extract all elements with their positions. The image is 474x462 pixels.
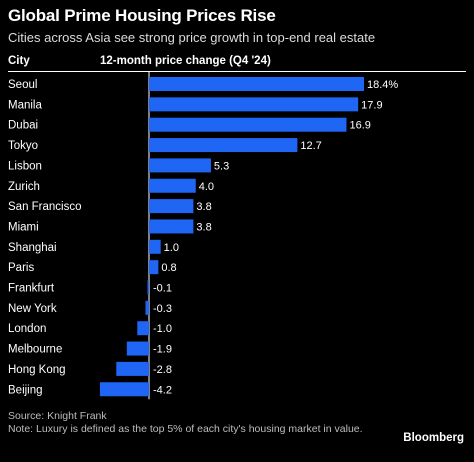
category-label: Lisbon bbox=[8, 160, 42, 172]
bar bbox=[145, 300, 149, 315]
bar bbox=[149, 178, 196, 193]
value-label: 18.4% bbox=[367, 79, 398, 91]
chart-title: Global Prime Housing Prices Rise bbox=[8, 6, 276, 25]
column-header-price-change: 12-month price change (Q4 '24) bbox=[100, 55, 271, 67]
bar bbox=[149, 219, 194, 234]
bar bbox=[137, 321, 149, 336]
value-label: -0.3 bbox=[153, 303, 172, 315]
value-label: -2.8 bbox=[153, 364, 172, 376]
value-label: 3.8 bbox=[196, 201, 211, 213]
category-label: Dubai bbox=[8, 120, 38, 132]
category-label: Miami bbox=[8, 221, 39, 233]
value-label: 1.0 bbox=[164, 242, 179, 254]
bar bbox=[149, 138, 298, 153]
column-header-city: City bbox=[8, 55, 30, 67]
category-label: Shanghai bbox=[8, 242, 57, 254]
category-label: Zurich bbox=[8, 181, 40, 193]
bar bbox=[149, 199, 194, 214]
bar bbox=[149, 117, 347, 132]
value-label: -0.1 bbox=[153, 283, 172, 295]
category-label: San Francisco bbox=[8, 201, 82, 213]
bar bbox=[126, 341, 149, 356]
bar bbox=[149, 260, 159, 275]
value-label: 5.3 bbox=[214, 160, 229, 172]
bar bbox=[116, 361, 149, 376]
bloomberg-logo: Bloomberg bbox=[403, 432, 464, 444]
category-label: Seoul bbox=[8, 79, 37, 91]
bar bbox=[149, 97, 359, 112]
bar bbox=[99, 382, 149, 397]
category-label: New York bbox=[8, 303, 57, 315]
value-label: 16.9 bbox=[349, 120, 370, 132]
category-label: Melbourne bbox=[8, 344, 62, 356]
bar bbox=[149, 158, 211, 173]
category-label: Frankfurt bbox=[8, 283, 55, 295]
category-label: Paris bbox=[8, 262, 34, 274]
value-label: 4.0 bbox=[199, 181, 214, 193]
value-label: 12.7 bbox=[300, 140, 321, 152]
bar bbox=[147, 280, 149, 295]
category-label: Tokyo bbox=[8, 140, 38, 152]
chart-subtitle: Cities across Asia see strong price grow… bbox=[8, 30, 376, 45]
source-note: Source: Knight Frank bbox=[8, 410, 107, 422]
value-label: -4.2 bbox=[153, 384, 172, 396]
value-label: 17.9 bbox=[361, 99, 382, 111]
bar bbox=[149, 239, 161, 254]
header-divider bbox=[8, 71, 466, 72]
category-label: Hong Kong bbox=[8, 364, 66, 376]
category-label: Manila bbox=[8, 99, 42, 111]
value-label: -1.9 bbox=[153, 344, 172, 356]
value-label: 0.8 bbox=[161, 262, 176, 274]
value-label: -1.0 bbox=[153, 323, 172, 335]
bar bbox=[149, 77, 364, 91]
category-label: London bbox=[8, 323, 46, 335]
definition-note: Note: Luxury is defined as the top 5% of… bbox=[8, 423, 363, 435]
value-label: 3.8 bbox=[196, 221, 211, 233]
bar-chart: Seoul 18.4% Manila 17.9 Dubai 16.9 Tokyo 12.7 Li… bbox=[8, 72, 398, 400]
category-label: Beijing bbox=[8, 384, 43, 396]
